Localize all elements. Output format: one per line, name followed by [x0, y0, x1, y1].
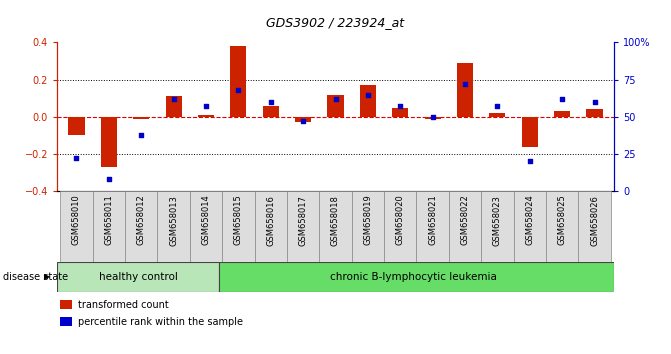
Text: percentile rank within the sample: percentile rank within the sample — [79, 316, 243, 326]
Bar — [68, 117, 85, 135]
Bar — [384, 191, 417, 262]
Text: GSM658013: GSM658013 — [169, 195, 178, 246]
Bar — [60, 317, 72, 326]
Text: GSM658011: GSM658011 — [105, 195, 113, 245]
Point — [589, 99, 600, 105]
Bar — [57, 262, 219, 292]
Bar — [60, 300, 72, 309]
Text: GSM658023: GSM658023 — [493, 195, 502, 246]
Text: GSM658016: GSM658016 — [266, 195, 275, 246]
Bar — [513, 191, 546, 262]
Text: GSM658022: GSM658022 — [460, 195, 470, 245]
Point — [362, 92, 373, 97]
Point — [460, 81, 470, 87]
Text: GSM658026: GSM658026 — [590, 195, 599, 246]
Bar — [578, 191, 611, 262]
Bar — [521, 117, 538, 147]
Point — [233, 87, 244, 93]
Bar — [586, 109, 603, 117]
Point — [136, 132, 146, 137]
Text: GSM658020: GSM658020 — [396, 195, 405, 245]
Bar — [166, 96, 182, 117]
Text: GSM658017: GSM658017 — [299, 195, 307, 246]
Text: GSM658018: GSM658018 — [331, 195, 340, 246]
Text: GSM658024: GSM658024 — [525, 195, 534, 245]
Point — [265, 99, 276, 105]
Bar — [125, 191, 158, 262]
Text: GSM658019: GSM658019 — [364, 195, 372, 245]
Bar — [101, 117, 117, 167]
Text: GSM658021: GSM658021 — [428, 195, 437, 245]
Point — [525, 159, 535, 164]
Point — [557, 96, 568, 102]
Bar — [546, 191, 578, 262]
Point — [330, 96, 341, 102]
Bar — [287, 191, 319, 262]
Bar — [360, 85, 376, 117]
Bar — [327, 95, 344, 117]
Text: GSM658012: GSM658012 — [137, 195, 146, 245]
Bar — [60, 191, 93, 262]
Text: GSM658010: GSM658010 — [72, 195, 81, 245]
Point — [168, 96, 179, 102]
Text: healthy control: healthy control — [99, 272, 177, 282]
Point — [103, 176, 114, 182]
Text: GDS3902 / 223924_at: GDS3902 / 223924_at — [266, 16, 405, 29]
Bar — [481, 191, 513, 262]
Text: ▶: ▶ — [44, 273, 50, 281]
Bar — [93, 191, 125, 262]
Point — [492, 104, 503, 109]
Bar — [457, 63, 473, 117]
Bar — [230, 46, 246, 117]
Bar — [254, 191, 287, 262]
Bar — [352, 191, 384, 262]
Text: GSM658025: GSM658025 — [558, 195, 566, 245]
Bar — [295, 117, 311, 122]
Point — [298, 119, 309, 124]
Bar — [319, 191, 352, 262]
Text: GSM658015: GSM658015 — [234, 195, 243, 245]
Bar — [219, 262, 614, 292]
Point — [427, 114, 438, 120]
Bar — [262, 105, 279, 117]
Bar — [489, 113, 505, 117]
Point — [395, 104, 406, 109]
Bar — [392, 108, 409, 117]
Bar — [417, 191, 449, 262]
Text: disease state: disease state — [3, 272, 68, 282]
Bar — [449, 191, 481, 262]
Bar — [133, 117, 150, 119]
Bar — [198, 115, 214, 117]
Bar — [190, 191, 222, 262]
Bar — [554, 111, 570, 117]
Text: GSM658014: GSM658014 — [201, 195, 211, 245]
Bar — [222, 191, 254, 262]
Point — [201, 104, 211, 109]
Point — [71, 156, 82, 161]
Text: chronic B-lymphocytic leukemia: chronic B-lymphocytic leukemia — [329, 272, 497, 282]
Text: transformed count: transformed count — [79, 299, 169, 309]
Bar — [425, 117, 441, 119]
Bar — [158, 191, 190, 262]
